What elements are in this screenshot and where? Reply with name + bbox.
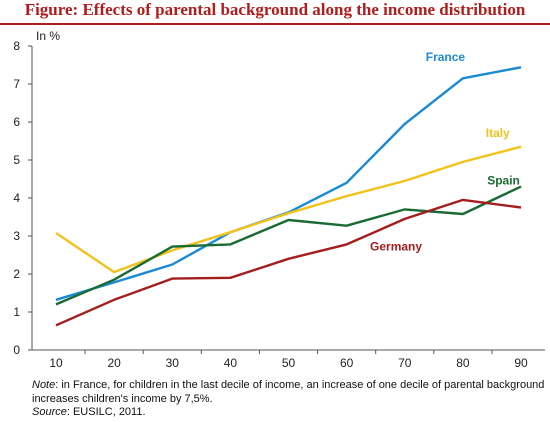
series-line-germany xyxy=(55,198,522,327)
note-text: : in France, for children in the last de… xyxy=(32,379,545,405)
y-tick-label: 4 xyxy=(13,191,20,205)
y-tick-label: 6 xyxy=(13,115,20,129)
series-labels: France Italy Spain Germany xyxy=(370,50,520,253)
source-text: : EUSILC, 2011. xyxy=(66,406,146,418)
series-label-germany: Germany xyxy=(370,239,422,253)
chart-title: Figure: Effects of parental background a… xyxy=(24,0,526,19)
chart-note: Note: in France, for children in the las… xyxy=(32,378,550,406)
x-tick-label: 10 xyxy=(49,356,63,370)
x-tick-label: 70 xyxy=(398,356,412,370)
series-line-italy xyxy=(55,145,522,274)
chart-source: Source: EUSILC, 2011. xyxy=(32,406,146,418)
series-line-france xyxy=(55,66,522,301)
y-tick-label: 3 xyxy=(13,229,20,243)
x-tick-label: 60 xyxy=(340,356,354,370)
y-axis-ticks: 0 1 2 3 4 5 6 7 8 xyxy=(13,39,32,357)
x-tick-label: 40 xyxy=(224,356,238,370)
x-tick-label: 90 xyxy=(514,356,528,370)
y-tick-label: 1 xyxy=(13,305,20,319)
x-tick-label: 30 xyxy=(166,356,180,370)
y-tick-label: 7 xyxy=(13,77,20,91)
title-rule xyxy=(0,23,550,25)
y-tick-label: 5 xyxy=(13,153,20,167)
y-tick-label: 8 xyxy=(13,39,20,53)
x-tick-label: 20 xyxy=(107,356,121,370)
x-tick-label: 50 xyxy=(282,356,296,370)
x-tick-label: 80 xyxy=(456,356,470,370)
y-tick-label: 2 xyxy=(13,267,20,281)
source-label: Source xyxy=(32,406,67,418)
y-tick-label: 0 xyxy=(13,343,20,357)
x-axis-ticks: 10 20 30 40 50 60 70 80 90 xyxy=(49,350,528,370)
series-line-spain xyxy=(55,185,522,306)
series-label-spain: Spain xyxy=(487,174,520,188)
series-label-italy: Italy xyxy=(486,126,510,140)
axes xyxy=(31,46,545,351)
line-chart: 0 1 2 3 4 5 6 7 8 10 20 30 40 50 60 70 80 90 France Italy… xyxy=(13,29,545,370)
note-label: Note xyxy=(32,379,56,391)
series-lines xyxy=(55,66,522,327)
series-label-france: France xyxy=(426,50,466,64)
y-axis-unit-label: In % xyxy=(36,29,60,43)
